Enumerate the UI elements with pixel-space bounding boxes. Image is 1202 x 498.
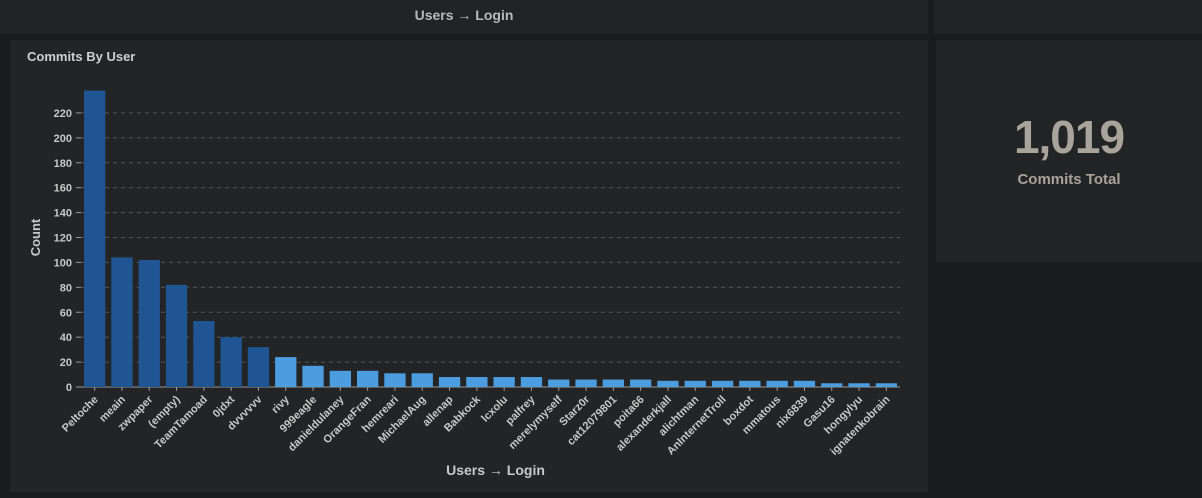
bar: [875, 383, 897, 387]
y-tick-label: 120: [54, 233, 72, 245]
bar: [411, 373, 433, 387]
y-axis-label: Count: [28, 218, 43, 256]
chart-title: Commits By User: [27, 49, 136, 64]
y-tick-label: 160: [54, 183, 72, 195]
bar: [657, 380, 679, 387]
bar: [302, 365, 324, 387]
bar: [575, 379, 597, 387]
bar: [138, 259, 160, 387]
bar: [848, 383, 870, 387]
stat-value: 1,019: [1013, 111, 1125, 163]
bar: [466, 377, 488, 387]
y-tick-label: 40: [60, 332, 72, 344]
bar: [220, 337, 242, 387]
y-tick-label: 60: [60, 307, 72, 319]
commits-by-user-panel: Commits By User 0 20 40 60 80 100 120 140 160 180…: [10, 40, 928, 492]
commits-total-panel: 1,019 Commits Total: [936, 40, 1202, 262]
bar: [739, 380, 761, 387]
bar: [84, 90, 106, 387]
bar: [684, 380, 706, 387]
bar-chart: 020406080100120140160180200220Peltocheme…: [28, 90, 900, 478]
x-tick-label: Peltoche: [60, 394, 101, 435]
bar: [111, 257, 133, 387]
top-header-panel: Users → Login: [0, 0, 928, 34]
bar: [630, 379, 652, 387]
bar: [520, 377, 543, 387]
y-tick-label: 0: [66, 382, 72, 394]
y-tick-label: 200: [54, 133, 72, 145]
x-axis-label: Users → Login: [446, 462, 545, 478]
bar: [711, 380, 734, 387]
bar: [821, 383, 843, 387]
y-tick-label: 220: [54, 108, 72, 120]
bar: [193, 320, 215, 387]
x-tick-label: rivy: [270, 393, 293, 416]
y-tick-label: 20: [60, 357, 72, 369]
bar: [602, 379, 624, 387]
bar: [793, 380, 816, 387]
y-tick-label: 80: [60, 282, 72, 294]
bar: [329, 370, 351, 387]
bar: [766, 380, 788, 387]
bar: [247, 347, 270, 387]
y-tick-label: 100: [54, 257, 72, 269]
stat-label: Commits Total: [1017, 171, 1121, 188]
bar: [384, 373, 406, 387]
bar: [357, 370, 379, 387]
bar: [548, 379, 570, 387]
bar: [493, 377, 515, 387]
bar: [438, 377, 461, 387]
y-tick-label: 140: [54, 208, 72, 220]
top-right-panel: [934, 0, 1202, 34]
header-title: Users → Login: [414, 7, 514, 23]
bar: [275, 357, 297, 387]
bar: [165, 284, 188, 387]
y-tick-label: 180: [54, 158, 72, 170]
